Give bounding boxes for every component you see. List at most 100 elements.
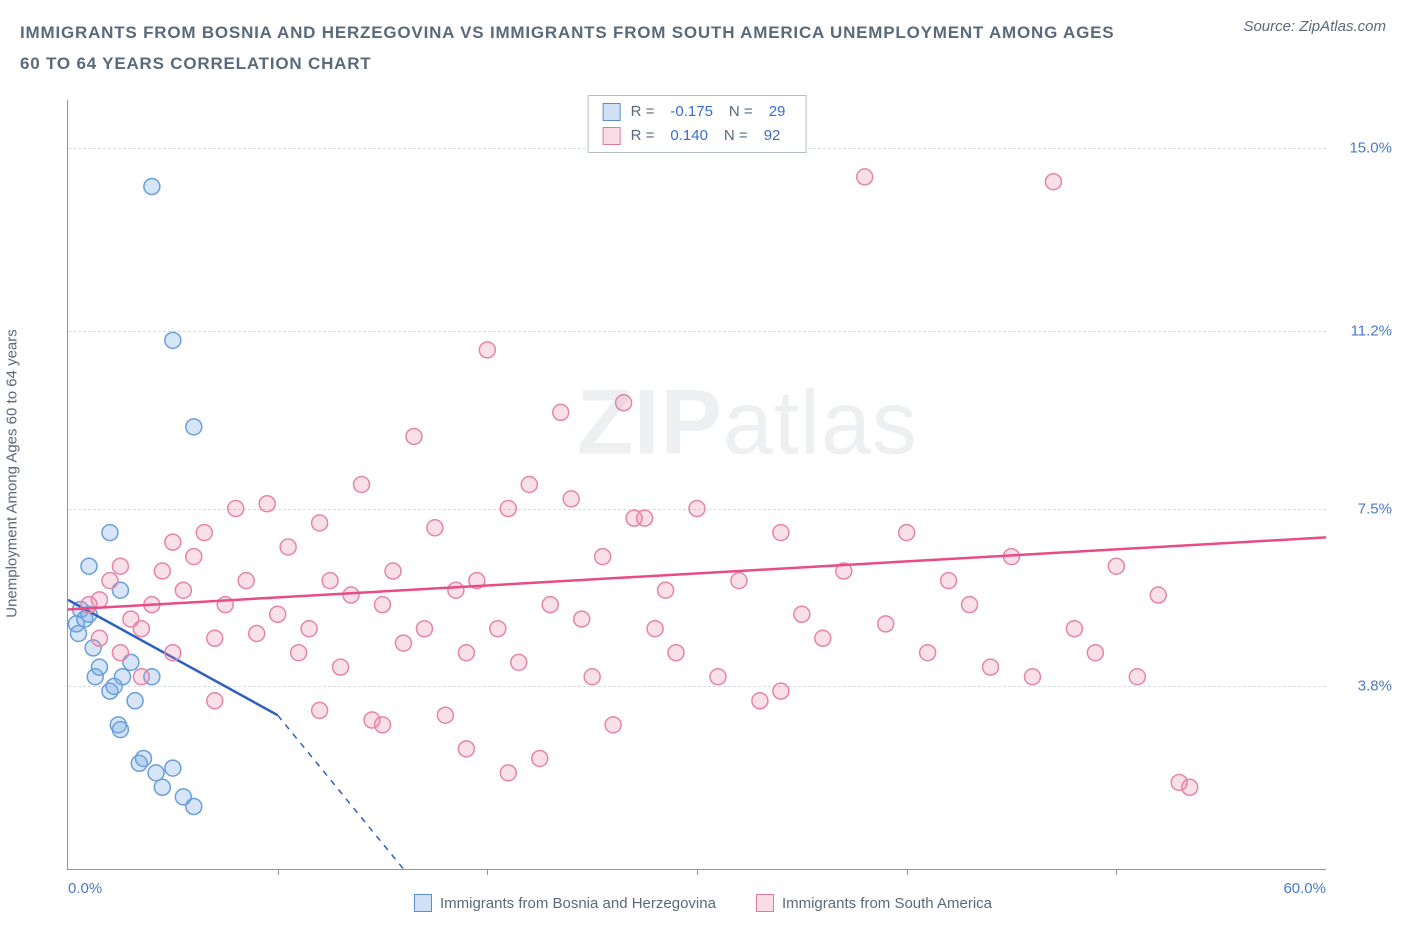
data-point [238,573,254,589]
square-icon [414,894,432,912]
data-point [133,669,149,685]
data-point [228,501,244,517]
data-point [605,717,621,733]
y-tick-label: 11.2% [1351,322,1392,339]
data-point [1045,174,1061,190]
data-point [91,659,107,675]
data-point [500,501,516,517]
data-point [731,573,747,589]
x-tick [278,869,279,875]
x-tick [487,869,488,875]
data-point [354,477,370,493]
data-point [752,693,768,709]
data-point [553,404,569,420]
data-point [1150,587,1166,603]
y-tick-label: 15.0% [1349,140,1392,157]
legend-item-blue: Immigrants from Bosnia and Herzegovina [414,894,716,912]
data-point [291,645,307,661]
data-point [574,611,590,627]
stats-legend: R = -0.175 N = 29 R = 0.140 N = 92 [588,95,807,153]
x-tick [907,869,908,875]
data-point [186,799,202,815]
square-icon [603,127,621,145]
data-point [186,419,202,435]
stat-row-pink: R = 0.140 N = 92 [603,124,792,148]
data-point [532,750,548,766]
data-point [343,587,359,603]
data-point [333,659,349,675]
data-point [637,510,653,526]
data-point [165,645,181,661]
data-point [1066,621,1082,637]
stat-row-blue: R = -0.175 N = 29 [603,100,792,124]
r-value-blue: -0.175 [664,100,719,124]
data-point [794,606,810,622]
data-point [427,520,443,536]
data-point [616,395,632,411]
data-point [962,597,978,613]
data-point [175,582,191,598]
data-point [102,573,118,589]
data-point [322,573,338,589]
data-point [395,635,411,651]
data-point [280,539,296,555]
data-point [375,717,391,733]
data-point [920,645,936,661]
data-point [112,558,128,574]
x-tick [697,869,698,875]
data-point [81,558,97,574]
data-point [91,592,107,608]
data-point [301,621,317,637]
data-point [490,621,506,637]
square-icon [756,894,774,912]
data-point [70,625,86,641]
data-point [595,549,611,565]
data-point [91,630,107,646]
data-point [1129,669,1145,685]
data-point [270,606,286,622]
bottom-legend: Immigrants from Bosnia and Herzegovina I… [0,894,1406,912]
data-point [207,630,223,646]
data-point [500,765,516,781]
data-point [521,477,537,493]
trend-line-dashed [278,715,404,869]
data-point [458,645,474,661]
y-tick-label: 3.8% [1358,678,1392,695]
data-point [115,669,131,685]
data-point [196,525,212,541]
legend-label: Immigrants from Bosnia and Herzegovina [440,895,716,912]
data-point [563,491,579,507]
data-point [647,621,663,637]
data-point [658,582,674,598]
data-point [1087,645,1103,661]
data-point [186,549,202,565]
data-point [479,342,495,358]
n-value-blue: 29 [763,100,792,124]
data-point [165,534,181,550]
square-icon [603,103,621,121]
data-point [899,525,915,541]
plot-area: ZIPatlas R = -0.175 N = 29 R = 0.140 N =… [67,100,1326,870]
data-point [148,765,164,781]
data-point [375,597,391,613]
data-point [259,496,275,512]
data-point [448,582,464,598]
data-point [857,169,873,185]
data-point [668,645,684,661]
data-point [135,750,151,766]
data-point [312,515,328,531]
r-value-pink: 0.140 [664,124,714,148]
data-point [542,597,558,613]
source-label: Source: ZipAtlas.com [1243,18,1386,35]
data-point [207,693,223,709]
data-point [983,659,999,675]
data-point [941,573,957,589]
data-point [416,621,432,637]
chart-title: IMMIGRANTS FROM BOSNIA AND HERZEGOVINA V… [20,18,1120,79]
scatter-svg [68,100,1326,869]
data-point [154,779,170,795]
data-point [133,621,149,637]
data-point [406,428,422,444]
data-point [458,741,474,757]
data-point [878,616,894,632]
